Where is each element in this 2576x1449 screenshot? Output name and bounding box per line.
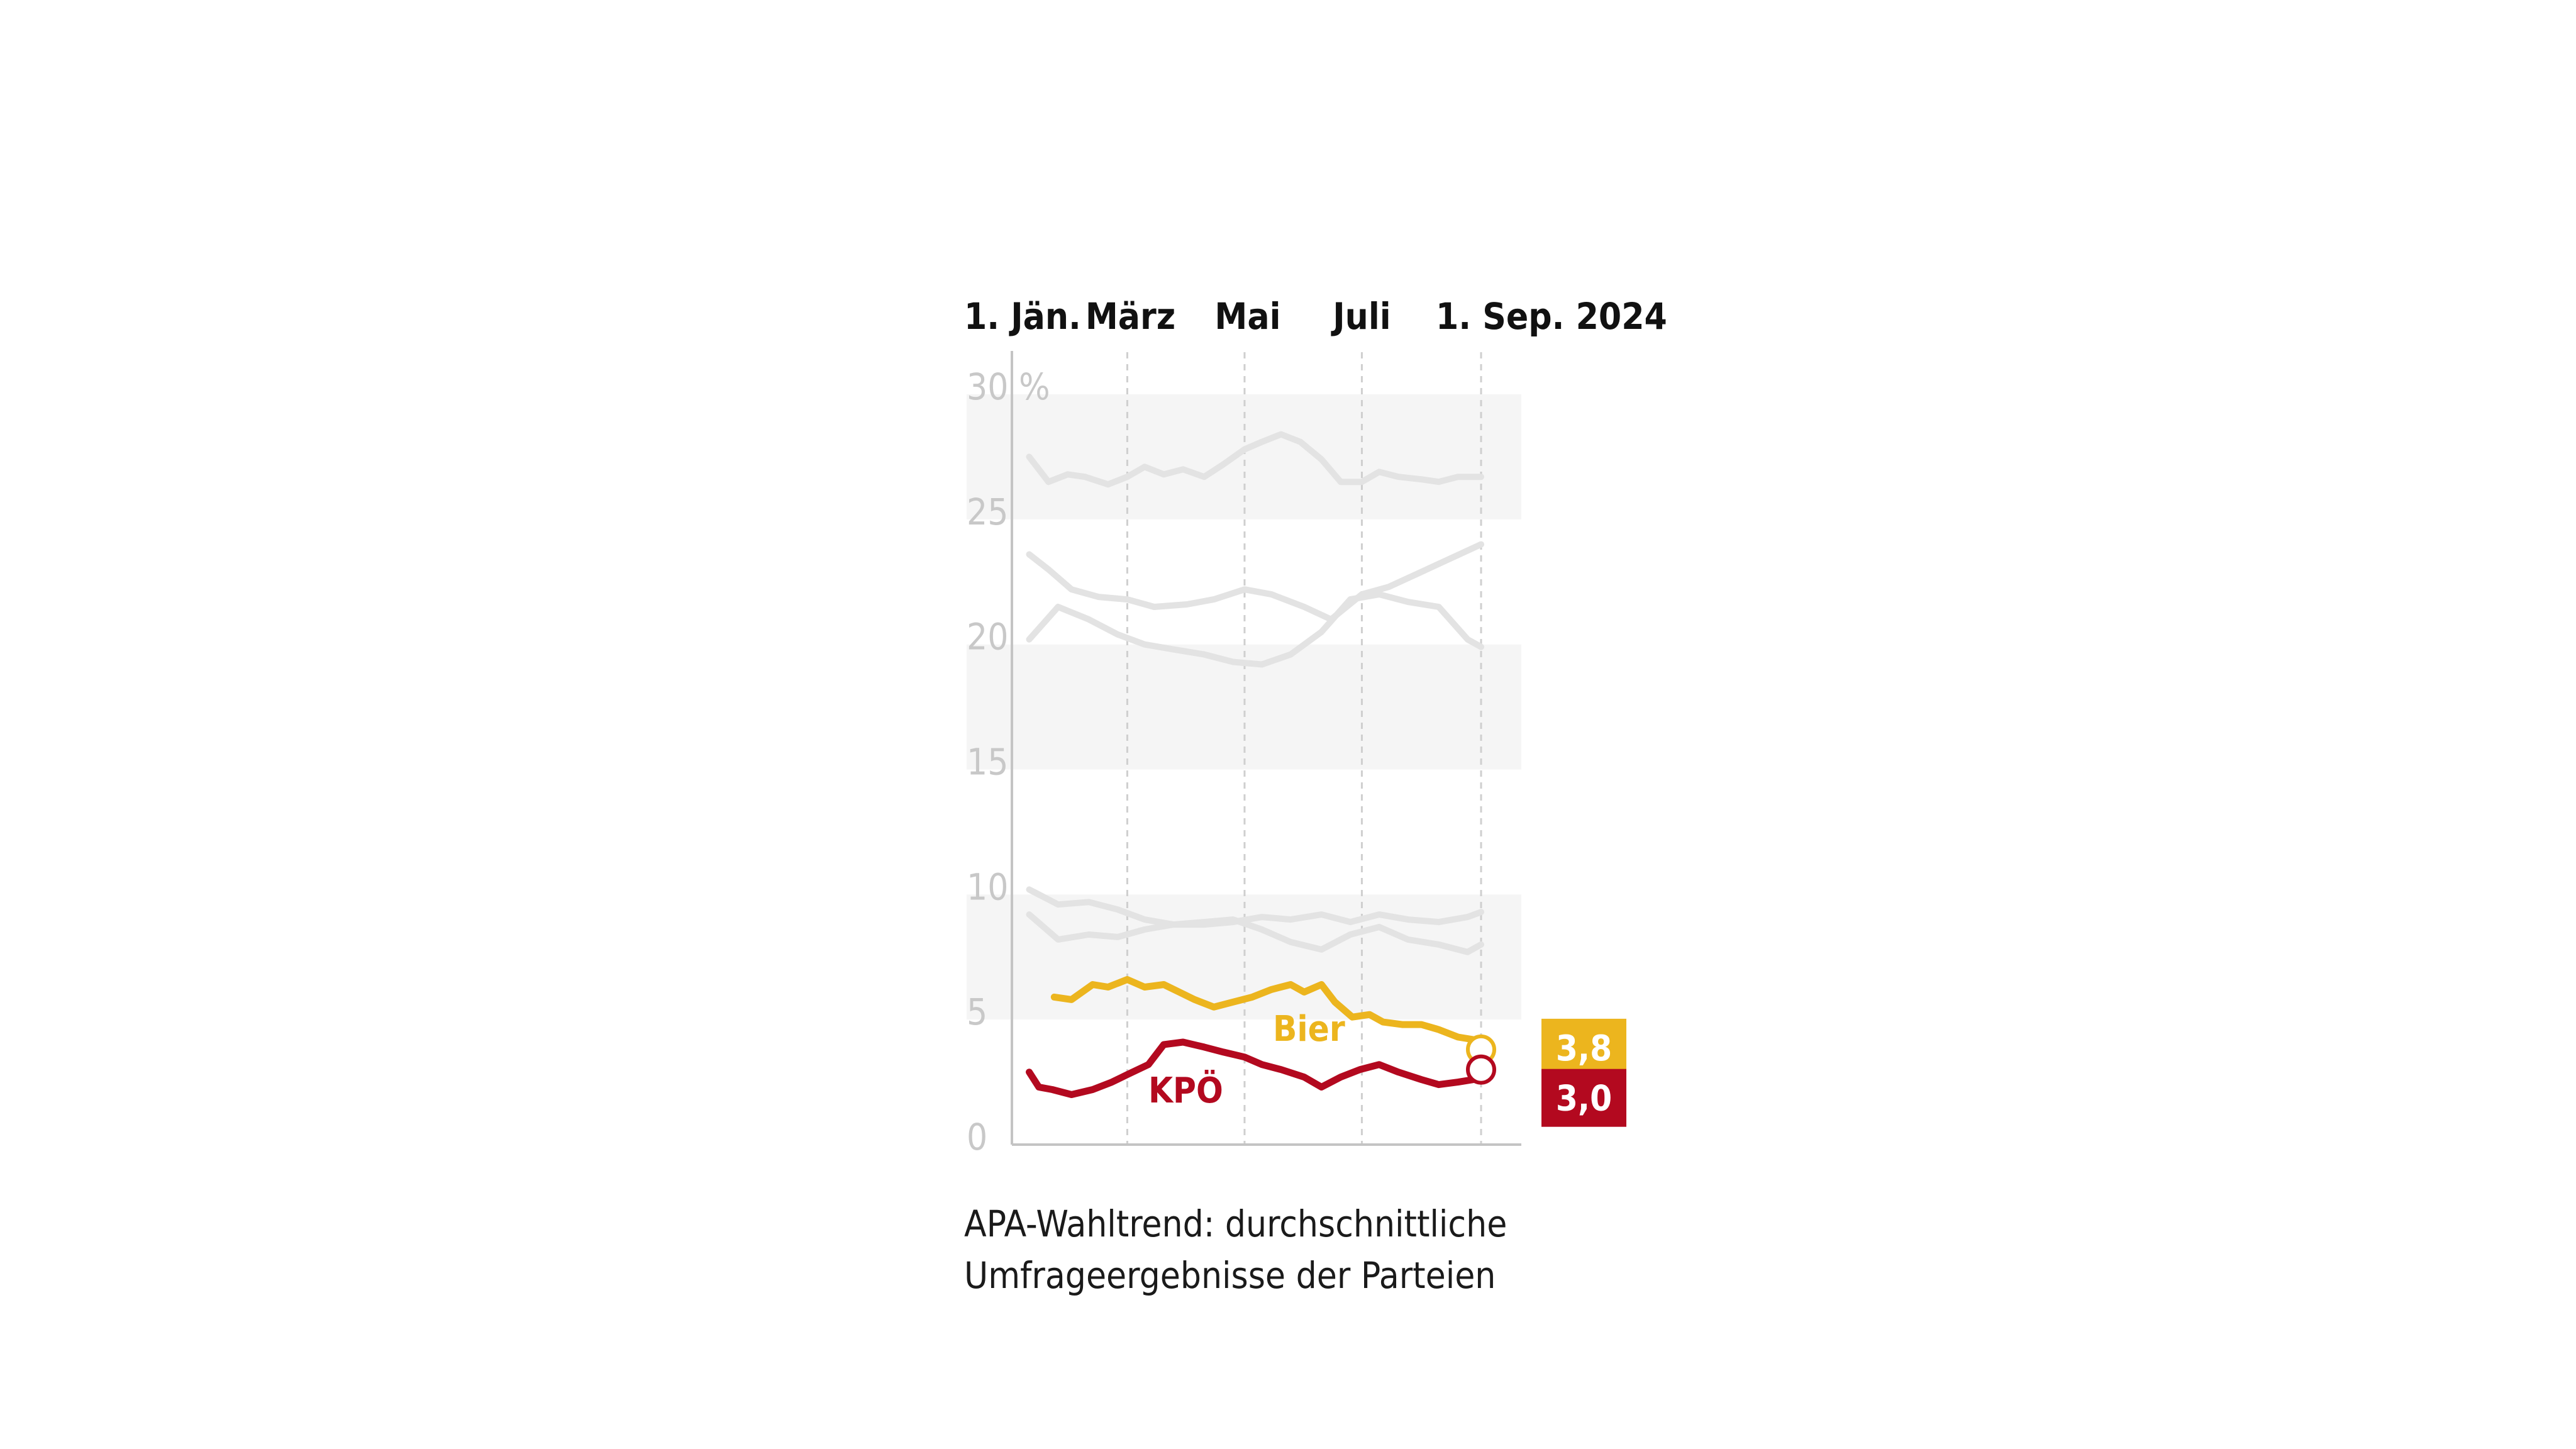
series-line-other (1026, 431, 1484, 488)
series-line-other (1026, 541, 1484, 623)
value-box (1541, 1018, 1626, 1077)
y-tick-label: 15 (967, 741, 1008, 784)
series-lines (1026, 431, 1485, 1098)
series-name-label: KPÖ (1148, 1070, 1223, 1111)
x-tick-label: 1. Sep. 2024 (1436, 295, 1667, 338)
y-tick-label: 25 (967, 491, 1008, 533)
y-tick-label: 30 % (967, 365, 1050, 408)
x-tick-label: Mai (1214, 295, 1280, 338)
x-tick-label: Juli (1331, 295, 1391, 338)
y-tick-label: 0 (967, 1116, 987, 1158)
value-label: 3,0 (1556, 1079, 1612, 1119)
value-box (1541, 1069, 1626, 1127)
x-tick-label: März (1085, 295, 1175, 338)
value-label: 3,8 (1556, 1028, 1612, 1069)
x-tick-labels: 1. Jän. März Mai Juli 1. Sep. 2024 (964, 295, 1667, 338)
series-line-Bier (1050, 976, 1485, 1053)
y-tick-label: 5 (967, 991, 987, 1033)
series-line-KPÖ (1026, 1038, 1485, 1098)
x-tick-label: 1. Jän. (964, 295, 1081, 338)
series-annotations: Bier 3,8 KPÖ 3,0 (1148, 1009, 1626, 1127)
y-tick-labels: 0 5 10 15 20 25 30 % (967, 365, 1050, 1158)
y-axis (1011, 351, 1521, 1146)
y-tick-label: 10 (967, 865, 1008, 908)
end-marker (1466, 1054, 1496, 1085)
chart-caption: APA-Wahltrend: durchschnittliche Umfrage… (964, 1202, 1507, 1297)
series-name-label: Bier (1273, 1009, 1345, 1050)
y-tick-label: 20 (967, 616, 1008, 658)
